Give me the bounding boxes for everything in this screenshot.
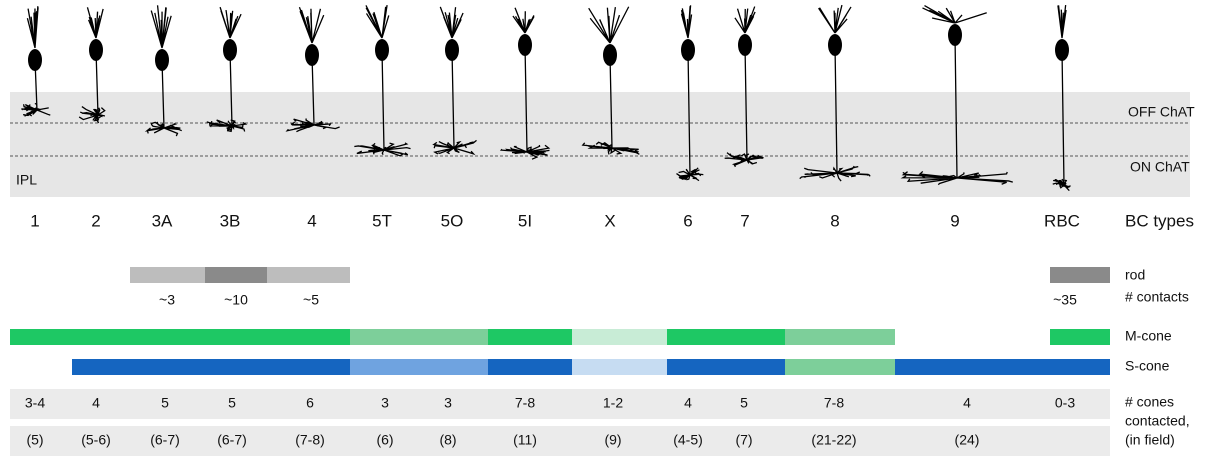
rod-contacts: ~5 (303, 292, 319, 308)
cones-contacted: 4 (684, 395, 692, 411)
cones-in-field: (4-5) (673, 432, 703, 448)
cones-label: # cones (1125, 394, 1174, 410)
s-cone-bar (895, 359, 1110, 375)
ipl-label: IPL (16, 172, 37, 188)
cones-contacted: 3 (444, 395, 452, 411)
bc-type-label: 5I (518, 211, 532, 230)
contacts-label: # contacts (1125, 289, 1189, 305)
rod-contacts: ~10 (224, 292, 248, 308)
cones-contacted: 3 (381, 395, 389, 411)
cones-contacted: 1-2 (603, 395, 623, 411)
rod-bar (1050, 267, 1110, 283)
m-cone-bar (350, 329, 488, 345)
cones-contacted: 7-8 (515, 395, 535, 411)
neuron-soma (738, 34, 752, 56)
s-cone-bar (488, 359, 572, 375)
cones-in-field: (6) (376, 432, 393, 448)
neuron-soma (1055, 39, 1069, 61)
neuron-soma (518, 34, 532, 56)
rod-contacts: ~3 (159, 292, 175, 308)
figure: OFF ChAT ON ChAT IPL BC types rod # cont… (0, 0, 1222, 457)
cones-in-field: (5) (26, 432, 43, 448)
cones-in-field: (7) (735, 432, 752, 448)
bc-type-label: 3A (152, 211, 173, 230)
m-cone-bar (785, 329, 895, 345)
cones-in-field: (5-6) (81, 432, 111, 448)
cones-contacted: 0-3 (1055, 395, 1075, 411)
cones-contacted: 4 (92, 395, 100, 411)
neuron-soma (681, 39, 695, 61)
s-cone-bar (572, 359, 667, 375)
cones-in-field: (21-22) (811, 432, 856, 448)
s-cone-bar (72, 359, 350, 375)
bc-types-label: BC types (1125, 211, 1194, 230)
neuron-soma (828, 34, 842, 56)
neuron-soma (445, 39, 459, 61)
cones-contacted: 3-4 (25, 395, 45, 411)
cones-contacted: 4 (963, 395, 971, 411)
bc-type-label: 9 (950, 211, 959, 230)
cones-contacted: 7-8 (824, 395, 844, 411)
on-chat-label: ON ChAT (1130, 159, 1190, 175)
cones-in-field: (9) (604, 432, 621, 448)
rod-bar (130, 267, 205, 283)
cones-contacted: 5 (740, 395, 748, 411)
cones-row-bg (10, 389, 1110, 419)
bc-type-label: 5O (441, 211, 464, 230)
bc-type-label: 4 (307, 211, 316, 230)
cones-in-field: (24) (955, 432, 980, 448)
bc-type-label: 2 (91, 211, 100, 230)
neuron-soma (89, 39, 103, 61)
m-cone-bar (572, 329, 667, 345)
rod-contacts: ~35 (1053, 292, 1077, 308)
neuron-soma (28, 49, 42, 71)
rod-label: rod (1125, 267, 1145, 283)
rod-bar (205, 267, 267, 283)
m-cone-bar (1050, 329, 1110, 345)
neuron-soma (305, 44, 319, 66)
neuron-soma (948, 24, 962, 46)
bc-type-label: RBC (1044, 211, 1080, 230)
off-chat-label: OFF ChAT (1128, 104, 1195, 120)
cones-contacted: 5 (161, 395, 169, 411)
s-cone-label: S-cone (1125, 358, 1170, 374)
bc-type-label: 5T (372, 211, 392, 230)
neuron-soma (603, 44, 617, 66)
cones-in-field: (6-7) (150, 432, 180, 448)
bc-type-label: 7 (740, 211, 749, 230)
m-cone-bar (10, 329, 350, 345)
cones-label: (in field) (1125, 432, 1175, 448)
s-cone-bar (667, 359, 785, 375)
bc-type-label: X (604, 211, 615, 230)
bc-type-label: 6 (683, 211, 692, 230)
neuron-soma (223, 39, 237, 61)
s-cone-bar (350, 359, 488, 375)
cones-in-field: (11) (513, 432, 537, 448)
cones-in-field: (7-8) (295, 432, 325, 448)
m-cone-label: M-cone (1125, 328, 1172, 344)
cones-contacted: 6 (306, 395, 314, 411)
neuron-soma (155, 49, 169, 71)
bc-type-label: 8 (830, 211, 839, 230)
bc-type-label: 3B (220, 211, 241, 230)
s-cone-bar (785, 359, 895, 375)
cones-in-field: (8) (439, 432, 456, 448)
rod-bar (267, 267, 350, 283)
neuron-soma (375, 39, 389, 61)
m-cone-bar (488, 329, 572, 345)
cones-label: contacted, (1125, 413, 1190, 429)
cones-contacted: 5 (228, 395, 236, 411)
cones-in-field: (6-7) (217, 432, 247, 448)
m-cone-bar (667, 329, 785, 345)
ipl-band (10, 92, 1190, 197)
bc-type-label: 1 (30, 211, 39, 230)
